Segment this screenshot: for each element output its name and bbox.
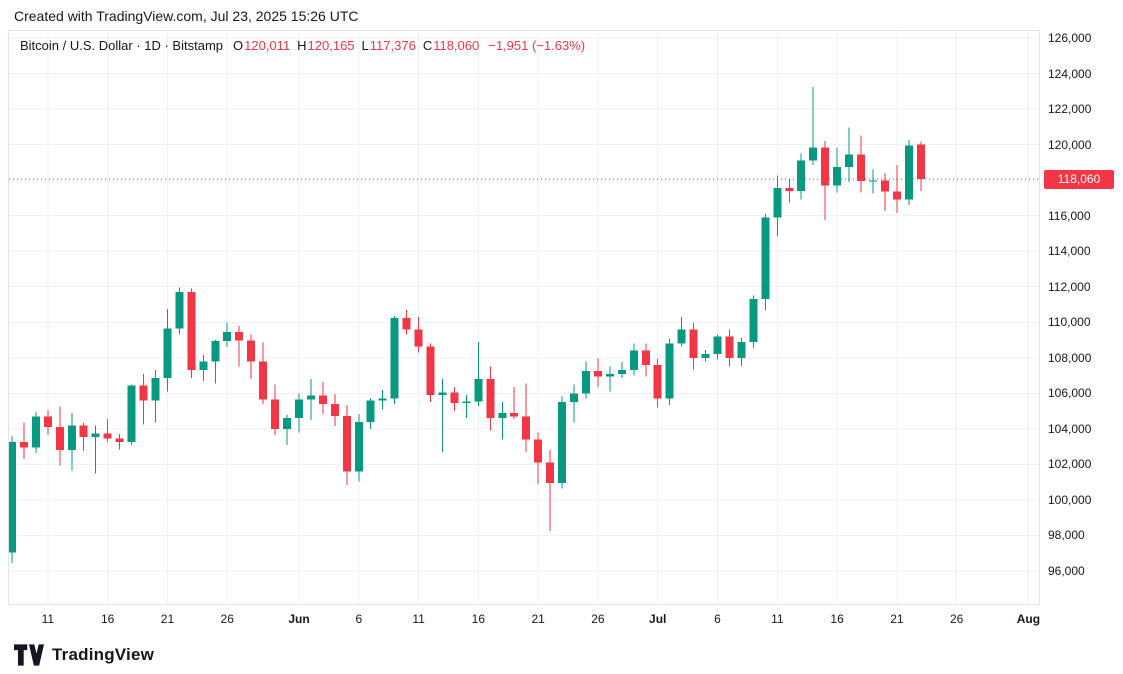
time-tick-label: Jun (288, 612, 310, 626)
time-tick-label: 6 (714, 612, 721, 626)
tradingview-brand-text: TradingView (52, 645, 155, 664)
price-tick-label: 106,000 (1048, 386, 1092, 401)
price-tick-label: 108,000 (1048, 350, 1092, 365)
price-tick-label: 114,000 (1048, 244, 1091, 259)
ohlc-high: H120,165 (297, 38, 355, 53)
time-tick-label: Jul (649, 612, 667, 626)
time-tick-label: 26 (591, 612, 605, 626)
time-tick-label: 11 (412, 612, 425, 626)
price-tick-label: 102,000 (1048, 457, 1092, 472)
time-tick-label: 11 (771, 612, 784, 626)
last-price-label: 118,060 (1044, 169, 1114, 189)
price-tick-label: 96,000 (1048, 564, 1085, 578)
price-tick-label: 104,000 (1048, 421, 1092, 436)
price-tick-label: 112,000 (1048, 279, 1091, 294)
time-tick-label: Aug (1016, 612, 1041, 626)
time-tick-label: 21 (160, 612, 175, 626)
time-tick-label: 11 (41, 612, 55, 626)
time-tick-label: 16 (830, 612, 844, 626)
time-tick-label: 21 (531, 612, 545, 626)
time-tick-label: 26 (220, 612, 234, 626)
ohlc-open: O120,011 (233, 38, 291, 53)
ohlc-close: C118,060 (422, 38, 480, 53)
tradingview-logo-icon (14, 644, 44, 666)
symbol-title[interactable]: Bitcoin / U.S. Dollar · 1D · Bitstamp (20, 38, 223, 53)
ohlc-low: L117,376 (361, 38, 416, 53)
tradingview-branding[interactable]: TradingView (14, 642, 154, 668)
time-tick-label: 26 (949, 612, 964, 626)
time-tick-label: 6 (355, 612, 363, 626)
price-tick-label: 126,000 (1048, 31, 1092, 45)
price-tick-label: 100,000 (1048, 492, 1092, 507)
price-tick-label: 98,000 (1048, 528, 1085, 543)
time-tick-label: 16 (100, 612, 115, 626)
time-axis[interactable]: 11 16 21 26 Jun 6 11 16 21 26 Jul 6 11 16 21 26 Aug (0, 609, 1044, 631)
price-tick-label: 122,000 (1048, 102, 1092, 117)
time-tick-label: 16 (471, 612, 486, 626)
time-tick-label: 21 (890, 612, 904, 626)
price-tick-label: 120,000 (1048, 137, 1092, 152)
price-change: −1,951 (−1.63%) (488, 38, 586, 53)
price-axis[interactable]: 126,000124,000122,000120,000118,000116,0… (1044, 0, 1123, 640)
price-tick-label: 116,000 (1048, 208, 1091, 223)
attribution-text: Created with TradingView.com, Jul 23, 20… (14, 8, 359, 24)
price-tick-label: 110,000 (1048, 315, 1091, 330)
price-tick-label: 124,000 (1048, 66, 1092, 81)
symbol-legend[interactable]: Bitcoin / U.S. Dollar · 1D · Bitstamp O12… (20, 38, 585, 53)
